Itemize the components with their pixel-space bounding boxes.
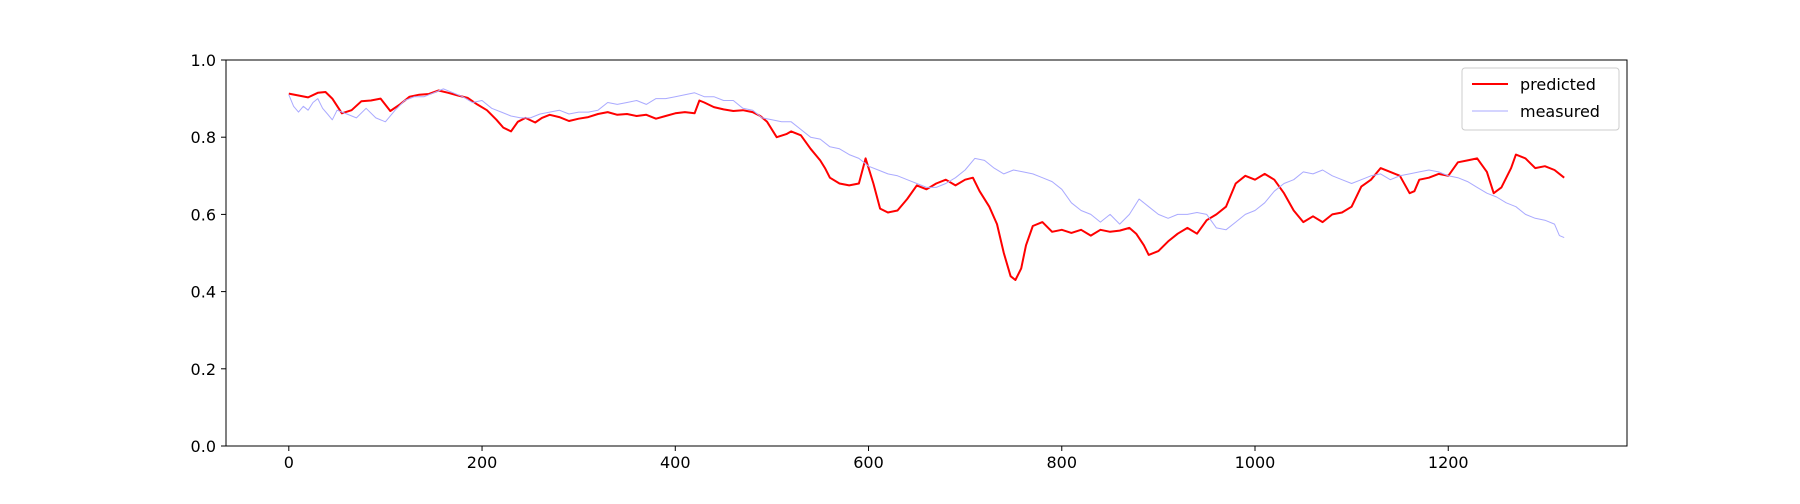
x-tick-label: 800 bbox=[1046, 453, 1077, 472]
plot-frame bbox=[225, 59, 1628, 447]
x-tick-label: 200 bbox=[467, 453, 498, 472]
x-tick-label: 1200 bbox=[1428, 453, 1469, 472]
x-tick-label: 1000 bbox=[1235, 453, 1276, 472]
y-axis: 0.0 0.2 0.4 0.6 0.8 1.0 bbox=[191, 51, 226, 456]
legend-label-measured: measured bbox=[1520, 102, 1600, 121]
x-axis: 0 200 400 600 800 1000 1200 bbox=[284, 446, 1469, 472]
y-tick-label: 1.0 bbox=[191, 51, 216, 70]
y-tick-label: 0.4 bbox=[191, 283, 216, 302]
y-tick-label: 0.0 bbox=[191, 437, 216, 456]
series-line-measured bbox=[288, 88, 1565, 239]
series-line-predicted bbox=[288, 89, 1565, 281]
x-tick-label: 400 bbox=[660, 453, 691, 472]
x-tick-label: 0 bbox=[284, 453, 294, 472]
x-tick-label: 600 bbox=[853, 453, 884, 472]
legend-label-predicted: predicted bbox=[1520, 75, 1596, 94]
y-tick-label: 0.6 bbox=[191, 205, 216, 224]
legend: predicted measured bbox=[1461, 67, 1620, 131]
y-tick-label: 0.8 bbox=[191, 128, 216, 147]
y-tick-label: 0.2 bbox=[191, 360, 216, 379]
series-layer bbox=[288, 88, 1565, 281]
